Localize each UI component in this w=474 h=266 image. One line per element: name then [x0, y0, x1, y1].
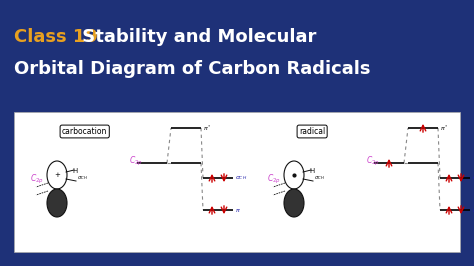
- Text: Class 19: Class 19: [14, 28, 98, 46]
- Text: +: +: [54, 172, 60, 178]
- Ellipse shape: [284, 161, 304, 189]
- Text: $\sigma_{CH}$: $\sigma_{CH}$: [77, 174, 88, 182]
- Ellipse shape: [47, 161, 67, 189]
- Ellipse shape: [284, 189, 304, 217]
- Text: $C_{2p}$: $C_{2p}$: [267, 173, 281, 186]
- Text: Stability and Molecular: Stability and Molecular: [76, 28, 316, 46]
- Text: $\pi^*$: $\pi^*$: [440, 123, 449, 133]
- Text: $C_{2p}$: $C_{2p}$: [30, 173, 44, 186]
- Text: $\pi$: $\pi$: [235, 206, 241, 214]
- Text: $\pi^*$: $\pi^*$: [203, 123, 212, 133]
- Text: radical: radical: [299, 127, 325, 136]
- Text: carbocation: carbocation: [62, 127, 108, 136]
- Text: $\pi$: $\pi$: [472, 206, 474, 214]
- Text: H: H: [72, 168, 77, 174]
- Text: $\sigma_{CH}$: $\sigma_{CH}$: [235, 174, 247, 182]
- Ellipse shape: [47, 189, 67, 217]
- Text: $\sigma_{CH}$: $\sigma_{CH}$: [314, 174, 325, 182]
- Text: H: H: [309, 168, 314, 174]
- Text: $C_{2p}$: $C_{2p}$: [129, 155, 143, 168]
- Text: $C_{2p}$: $C_{2p}$: [366, 155, 380, 168]
- FancyBboxPatch shape: [14, 112, 460, 252]
- Text: $\sigma_{CH}$: $\sigma_{CH}$: [472, 174, 474, 182]
- Text: Orbital Diagram of Carbon Radicals: Orbital Diagram of Carbon Radicals: [14, 60, 371, 78]
